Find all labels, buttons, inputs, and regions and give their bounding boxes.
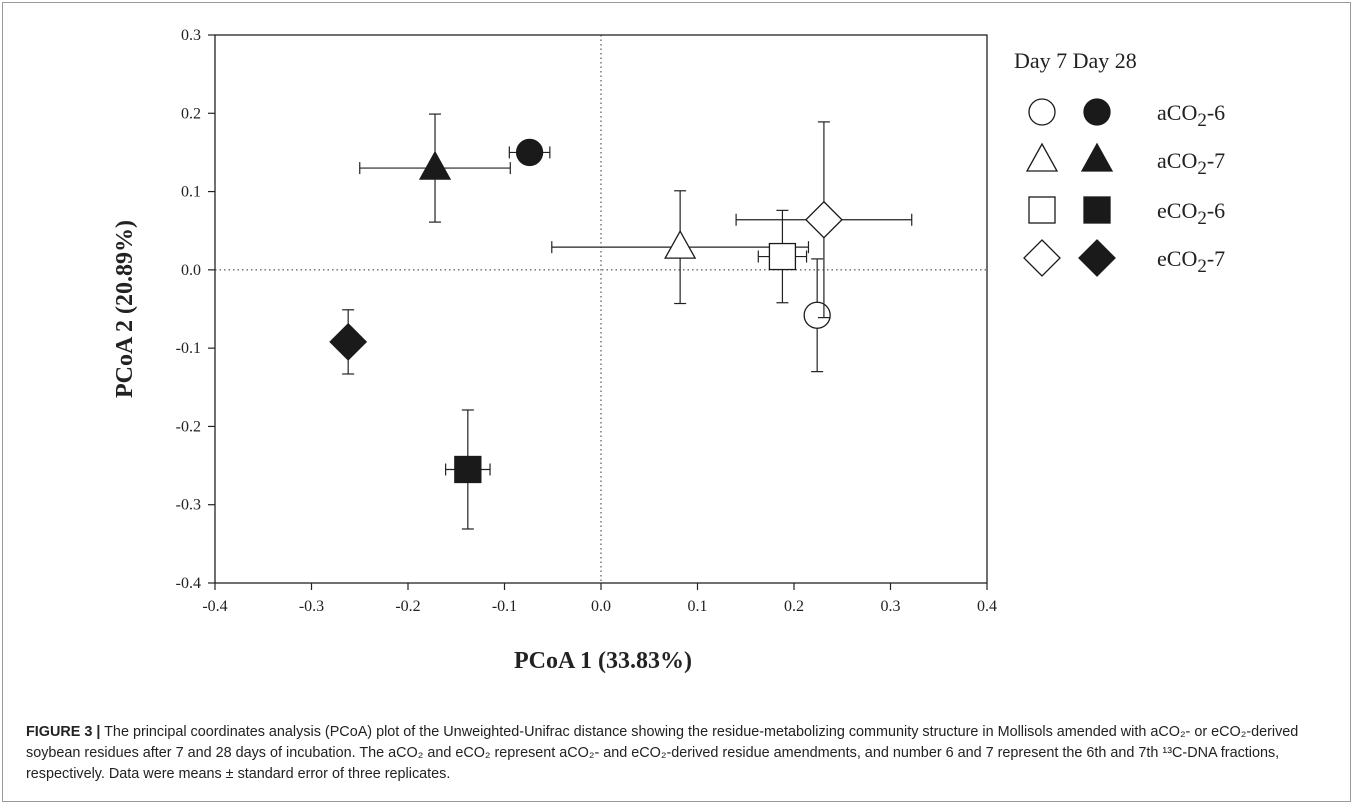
caption-text: The principal coordinates analysis (PCoA…: [26, 724, 1299, 782]
data-point-eCO2-7-day28: [329, 309, 368, 375]
data-point-aCO2-7-day7: [551, 190, 810, 305]
data-point-aCO2-7-day28: [359, 113, 511, 223]
data-point-eCO2-6-day7: [757, 209, 808, 304]
triangle-marker: [418, 150, 452, 180]
legend-circle-filled: [1083, 98, 1111, 126]
x-tick-label: 0.0: [591, 598, 611, 615]
y-tick-label: -0.4: [176, 575, 201, 592]
square-marker: [454, 455, 482, 484]
diamond-marker: [329, 322, 368, 361]
x-tick-label: 0.2: [784, 598, 804, 615]
legend-circle-open: [1028, 98, 1056, 126]
legend-header: Day 7 Day 28: [1014, 48, 1137, 73]
legend-diamond-filled: [1078, 239, 1116, 277]
data-point-aCO2-6-day7: [803, 258, 831, 373]
legend-square-open: [1028, 196, 1056, 224]
legend-label: eCO2-7: [1157, 246, 1225, 277]
y-tick-label: 0.0: [181, 262, 201, 279]
y-tick-label: -0.2: [176, 418, 201, 435]
x-axis-label: PCoA 1 (33.83%): [514, 648, 692, 674]
y-tick-label: 0.1: [181, 184, 201, 201]
square-marker: [768, 242, 797, 271]
pcoa-chart: -0.4 -0.3 -0.2 -0.1 0.0 0.1 0.2 0.3 0.4 0.3 0.2 0.1…: [112, 27, 1225, 674]
figure-caption: FIGURE 3 | The principal coordinates ana…: [26, 722, 1326, 785]
x-tick-label: 0.4: [977, 598, 997, 615]
x-tick-label: -0.3: [299, 598, 324, 615]
diamond-marker: [804, 200, 843, 239]
y-tick-label: 0.3: [181, 27, 201, 44]
legend-triangle-open: [1025, 142, 1059, 172]
legend-label: aCO2-7: [1157, 148, 1225, 179]
circle-marker: [803, 301, 831, 329]
x-tick-label: -0.2: [395, 598, 420, 615]
y-tick-label: -0.1: [176, 340, 201, 357]
y-tick-label: -0.3: [176, 497, 201, 514]
legend-triangle-filled: [1080, 142, 1114, 172]
legend-label: aCO2-6: [1157, 100, 1225, 131]
x-tick-label: 0.1: [688, 598, 708, 615]
data-point-aCO2-6-day28: [508, 138, 551, 167]
data-point-eCO2-6-day28: [445, 409, 491, 530]
y-tick-label: 0.2: [181, 105, 201, 122]
legend-diamond-open: [1023, 239, 1061, 277]
data-point-eCO2-7-day7: [735, 121, 913, 319]
legend-label: eCO2-6: [1157, 198, 1225, 229]
legend-square-filled: [1083, 196, 1111, 224]
caption-label: FIGURE 3 |: [26, 724, 101, 740]
x-tick-label: 0.3: [881, 598, 901, 615]
circle-marker: [515, 138, 544, 167]
x-tick-label: -0.4: [202, 598, 227, 615]
triangle-marker: [664, 229, 697, 259]
x-tick-label: -0.1: [492, 598, 517, 615]
y-axis-label: PCoA 2 (20.89%): [112, 220, 138, 398]
